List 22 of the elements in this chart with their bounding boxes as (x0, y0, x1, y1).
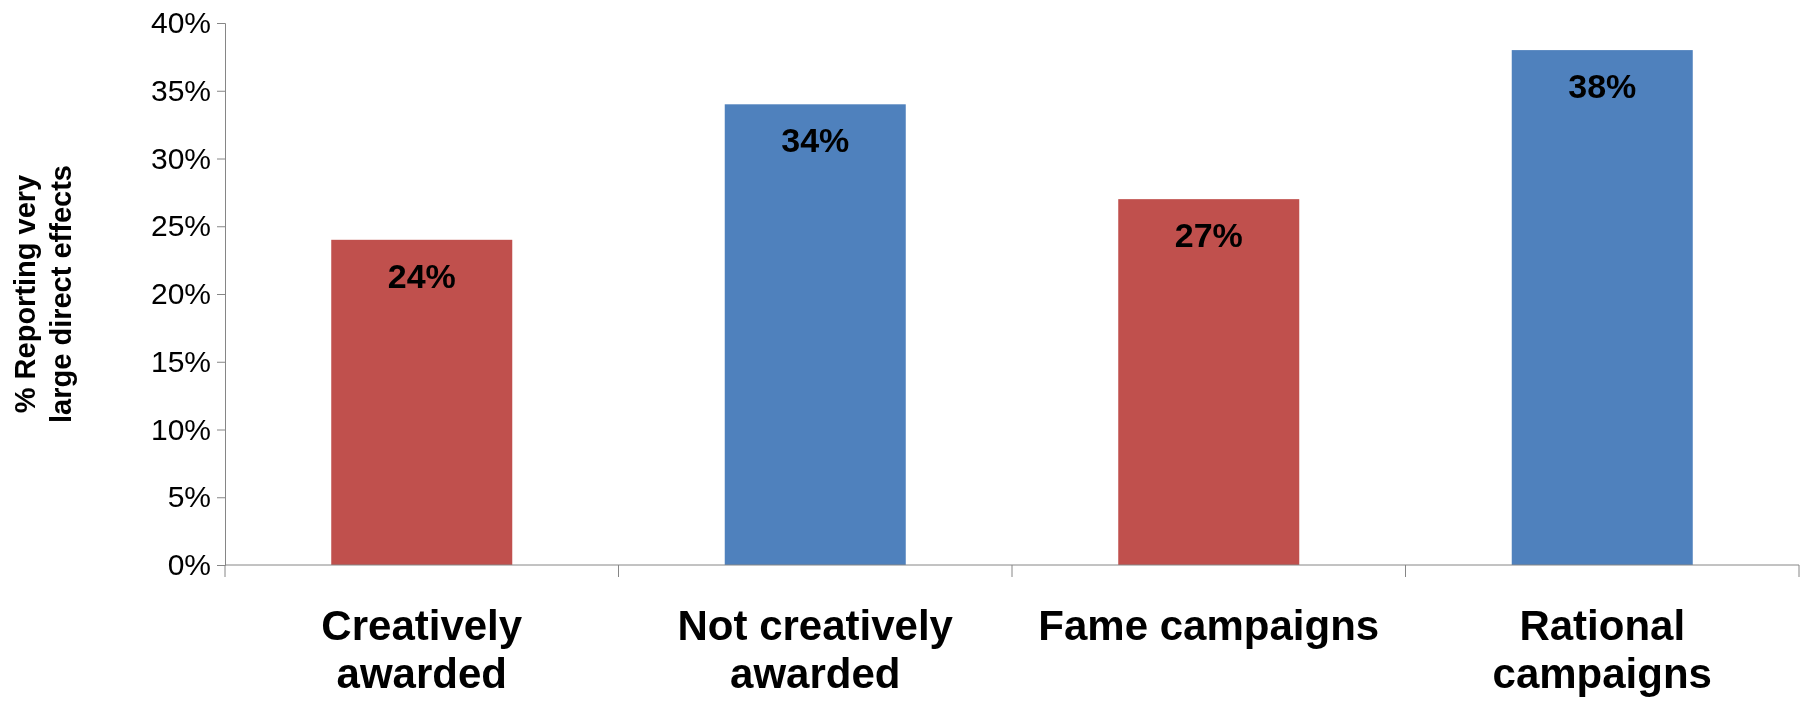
y-tick-label: 10% (150, 412, 211, 446)
data-label: 24% (387, 256, 456, 295)
y-tick-label: 5% (167, 480, 211, 514)
y-tick-label: 25% (150, 209, 211, 243)
y-tick-label: 0% (167, 548, 211, 582)
y-axis-title: % Reporting very large direct effects (9, 165, 77, 423)
y-tick-label: 15% (150, 344, 211, 378)
y-tick-label: 20% (150, 277, 211, 311)
bar (1511, 50, 1693, 565)
x-tick-label: Creatively awarded (321, 602, 523, 697)
x-tick-label: Rational campaigns (1492, 602, 1712, 697)
y-tick-label: 40% (150, 6, 211, 40)
bar (1118, 199, 1300, 565)
data-label: 34% (781, 121, 850, 160)
y-tick-label: 35% (150, 73, 211, 107)
y-tick-label: 30% (150, 141, 211, 175)
x-tick-label: Fame campaigns (1038, 602, 1380, 649)
x-tick-label: Not creatively awarded (677, 602, 954, 697)
bar (331, 239, 513, 565)
bar (724, 104, 906, 565)
data-label: 27% (1174, 216, 1243, 255)
data-label: 38% (1568, 67, 1637, 106)
